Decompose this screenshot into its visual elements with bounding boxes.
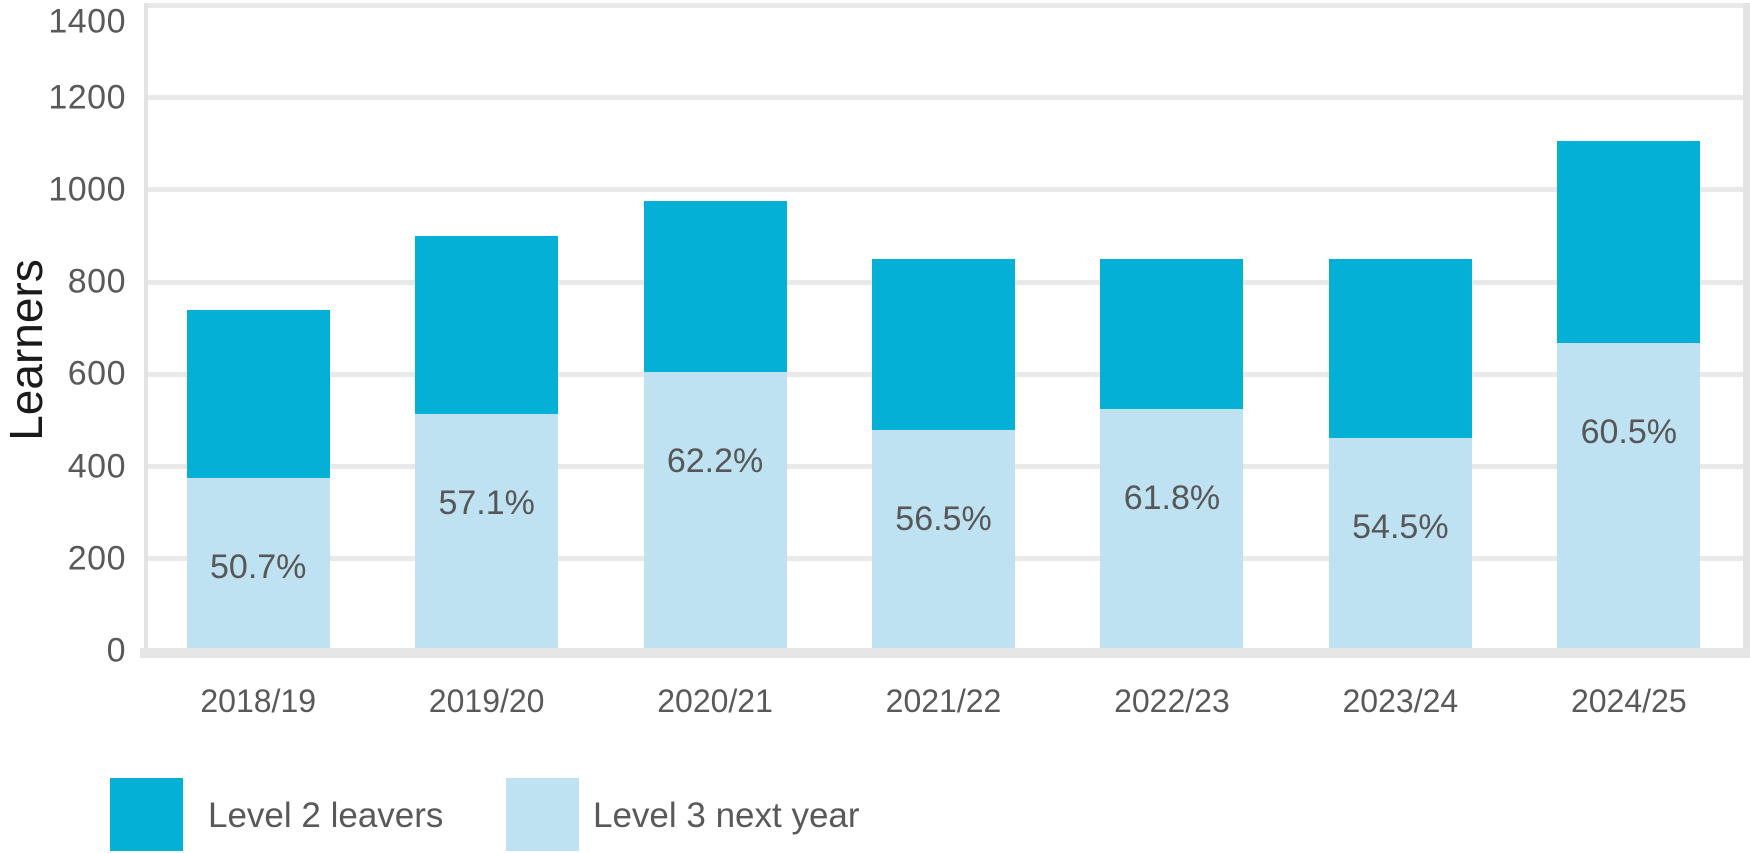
x-tick-label: 2023/24 bbox=[1342, 683, 1459, 719]
y-tick-label: 600 bbox=[67, 354, 126, 393]
x-tick-label: 2018/19 bbox=[200, 683, 317, 719]
x-tick-label: 2022/23 bbox=[1114, 683, 1230, 719]
bar-segment-level3-next-year bbox=[415, 413, 559, 648]
y-tick-label: 400 bbox=[67, 447, 126, 486]
legend-swatch-level2-leavers bbox=[110, 778, 183, 851]
plot-right-border bbox=[1743, 3, 1750, 648]
legend-label: Level 3 next year bbox=[593, 796, 860, 835]
bar-segment-level2-leavers bbox=[186, 309, 330, 479]
bar-segment-level3-next-year bbox=[186, 478, 330, 648]
bar-percent-label: 56.5% bbox=[895, 499, 992, 538]
bar-segment-level3-next-year bbox=[1557, 342, 1701, 648]
bar-segment-level2-leavers bbox=[1100, 259, 1244, 409]
y-tick-label: 1200 bbox=[48, 78, 126, 117]
y-tick-label: 1400 bbox=[48, 2, 126, 41]
bar-segment-level2-leavers bbox=[1328, 259, 1472, 438]
bar-percent-label: 50.7% bbox=[210, 548, 307, 587]
bar-percent-label: 62.2% bbox=[666, 441, 764, 480]
bar-segment-level2-leavers bbox=[1557, 141, 1701, 343]
x-tick-label: 2024/25 bbox=[1570, 683, 1687, 719]
bar-percent-label: 61.8% bbox=[1123, 478, 1221, 517]
x-axis-line bbox=[140, 648, 1750, 658]
bar-segment-level3-next-year bbox=[1100, 408, 1244, 648]
y-tick-label: 200 bbox=[67, 539, 126, 578]
bar-segment-level2-leavers bbox=[643, 201, 787, 372]
legend-swatch-level3-next-year bbox=[506, 778, 579, 851]
y-tick-label: 0 bbox=[106, 631, 126, 670]
y-tick-label: 1000 bbox=[48, 170, 126, 209]
y-gridline bbox=[144, 187, 1743, 193]
bar-segment-level3-next-year bbox=[643, 371, 787, 648]
x-tick-label: 2019/20 bbox=[428, 683, 545, 719]
y-gridline bbox=[144, 95, 1743, 101]
y-gridline bbox=[144, 2, 1743, 8]
bar-segment-level3-next-year bbox=[872, 429, 1015, 648]
x-tick-label: 2020/21 bbox=[657, 683, 773, 719]
bar-percent-label: 57.1% bbox=[438, 483, 535, 522]
bar-percent-label: 60.5% bbox=[1580, 412, 1677, 451]
legend-label: Level 2 leavers bbox=[208, 796, 444, 835]
bar-percent-label: 54.5% bbox=[1352, 507, 1449, 546]
plot-left-border bbox=[144, 3, 148, 648]
bar-segment-level2-leavers bbox=[872, 259, 1015, 430]
bar-segment-level3-next-year bbox=[1328, 437, 1472, 648]
bar-segment-level2-leavers bbox=[415, 236, 559, 414]
x-tick-label: 2021/22 bbox=[885, 683, 1002, 719]
y-tick-label: 800 bbox=[67, 262, 126, 301]
